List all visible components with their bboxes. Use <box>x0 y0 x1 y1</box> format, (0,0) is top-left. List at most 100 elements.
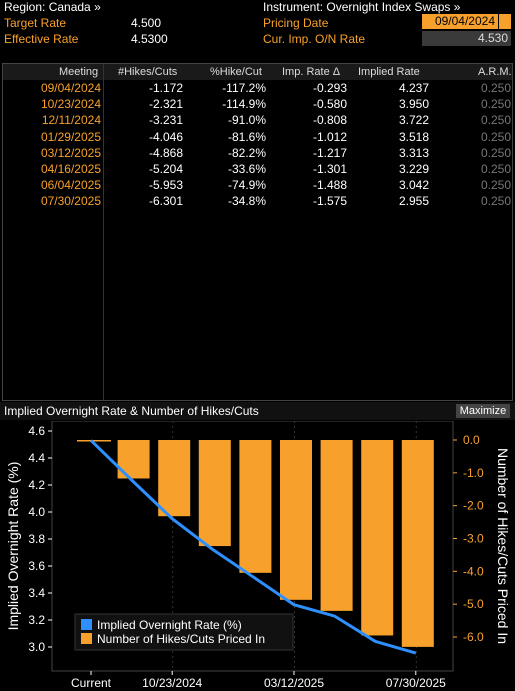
table-cell: 3.229 <box>398 162 429 176</box>
meeting-date-cell: 06/04/2025 <box>40 178 101 193</box>
right-tick-label: -2.0 <box>463 499 484 513</box>
meeting-date-cell: 01/29/2025 <box>40 129 101 144</box>
table-cell: -5.953 <box>148 178 183 193</box>
table-cell: -33.6% <box>227 162 266 176</box>
hikes-bar <box>280 440 312 600</box>
table-cell: 3.313 <box>398 145 429 160</box>
rate-chart: 4.6 4.4 4.2 4.0 3.8 3.6 3.4 3.2 3.0 0.0 -1.0 -2.0 -… <box>5 421 511 690</box>
instrument-selector[interactable]: Instrument: Overnight Index Swaps » <box>263 0 461 14</box>
y-axis-right-label: Number of Hikes/Cuts Priced In <box>495 448 511 644</box>
x-tick-label: 03/12/2025 <box>264 676 324 690</box>
hikes-bar <box>198 440 231 547</box>
table-cell: 2.955 <box>398 194 429 209</box>
chart-legend: Implied Overnight Rate (%) Number of Hik… <box>74 613 294 651</box>
table-cell: 4.237 <box>398 81 429 95</box>
col-header-arm[interactable]: A.R.M. <box>478 66 512 78</box>
cur-imp-label: Cur. Imp. O/N Rate <box>263 32 366 46</box>
table-cell: -5.204 <box>148 162 183 176</box>
right-axis-ticks: 0.0 -1.0 -2.0 -3.0 -4.0 -5.0 -6.0 <box>453 433 484 644</box>
right-tick-label: -5.0 <box>463 597 484 611</box>
table-cell: -114.9% <box>222 97 266 112</box>
table-cell: 0.250 <box>480 129 511 144</box>
target-rate-label: Target Rate <box>4 16 67 30</box>
right-tick-label: -6.0 <box>463 630 484 644</box>
col-header-hikes-cuts[interactable]: #Hikes/Cuts <box>118 66 178 78</box>
chart-title: Implied Overnight Rate & Number of Hikes… <box>4 404 259 418</box>
meeting-date-cell: 03/12/2025 <box>40 145 101 160</box>
meeting-date-cell: 04/16/2025 <box>40 162 101 176</box>
col-header-implied-rate[interactable]: Implied Rate <box>358 66 420 78</box>
bars-group <box>77 440 434 647</box>
legend-swatch-hikes <box>81 633 92 644</box>
table-cell: -91.0% <box>227 113 266 128</box>
maximize-button[interactable]: Maximize <box>456 404 510 418</box>
table-cell: -1.172 <box>148 81 183 95</box>
left-axis-ticks: 4.6 4.4 4.2 4.0 3.8 3.6 3.4 3.2 3.0 <box>28 424 52 654</box>
table-cell: -1.217 <box>312 145 347 160</box>
table-cell: 3.722 <box>398 113 429 128</box>
target-rate-value: 4.500 <box>131 16 162 30</box>
hikes-bar <box>320 440 353 611</box>
meetings-table: Meeting #Hikes/Cuts %Hike/Cut Imp. Rate … <box>2 63 513 401</box>
col-header-pct-hike-cut[interactable]: %Hike/Cut <box>210 66 262 78</box>
chart-title-bar <box>0 402 515 420</box>
table-cell: -82.2% <box>227 145 266 160</box>
effective-rate-value: 4.5300 <box>131 32 168 46</box>
table-cell: -1.012 <box>312 129 347 144</box>
table-cell: 0.250 <box>480 178 511 193</box>
table-cell: -1.488 <box>312 178 347 193</box>
right-tick-label: 0.0 <box>463 433 480 447</box>
col-header-imp-rate-delta[interactable]: Imp. Rate Δ <box>282 66 341 78</box>
table-cell: 0.250 <box>480 162 511 176</box>
x-axis-ticks: Current 10/23/2024 03/12/2025 07/30/2025 <box>71 671 446 690</box>
table-cell: 3.950 <box>398 97 429 112</box>
table-cell: -2.321 <box>148 97 183 112</box>
table-cell: 0.250 <box>480 113 511 128</box>
region-selector[interactable]: Region: Canada » <box>4 0 101 14</box>
left-tick-label: 4.2 <box>28 478 45 492</box>
hikes-bar <box>239 440 272 573</box>
cur-imp-rate-field: 4.530 <box>422 31 511 46</box>
left-tick-label: 3.4 <box>28 586 45 600</box>
meeting-date-cell: 12/11/2024 <box>41 113 101 128</box>
table-cell: -34.8% <box>227 194 266 209</box>
pricing-date-label: Pricing Date <box>263 16 329 30</box>
y-axis-left-label: Implied Overnight Rate (%) <box>5 462 21 631</box>
table-cell: -81.6% <box>227 129 266 144</box>
hikes-bar <box>361 440 394 636</box>
table-cell: -1.301 <box>312 162 347 176</box>
table-cell: -0.580 <box>312 97 347 112</box>
calendar-dropdown-icon[interactable] <box>499 14 511 29</box>
table-cell: -1.575 <box>312 194 347 209</box>
meeting-date-cell: 10/23/2024 <box>40 97 101 112</box>
table-cell: 3.042 <box>398 178 429 193</box>
implied-rate-line <box>89 439 417 655</box>
x-tick-label: 10/23/2024 <box>142 676 202 690</box>
table-cell: 3.518 <box>398 129 429 144</box>
col-header-meeting[interactable]: Meeting <box>59 66 99 78</box>
column-divider <box>103 64 104 400</box>
table-cell: 0.250 <box>480 81 511 95</box>
table-cell: 0.250 <box>480 194 511 209</box>
right-tick-label: -3.0 <box>463 532 484 546</box>
pricing-date-input[interactable]: 09/04/2024 <box>422 14 498 29</box>
left-tick-label: 3.6 <box>28 559 45 573</box>
left-tick-label: 3.0 <box>28 640 45 654</box>
meeting-date-cell: 07/30/2025 <box>40 194 101 209</box>
table-cell: -0.808 <box>312 113 347 128</box>
effective-rate-label: Effective Rate <box>4 32 79 46</box>
meeting-date-cell: 09/04/2024 <box>40 81 101 95</box>
left-tick-label: 3.2 <box>28 613 45 627</box>
x-tick-label: Current <box>71 676 112 690</box>
x-tick-label: 07/30/2025 <box>386 676 446 690</box>
legend-swatch-rate <box>81 619 92 630</box>
table-cell: -4.868 <box>148 145 183 160</box>
left-tick-label: 4.6 <box>28 424 45 438</box>
table-cell: -4.046 <box>148 129 183 144</box>
table-header-row <box>3 64 512 80</box>
table-cell: -6.301 <box>148 194 183 209</box>
table-cell: -117.2% <box>222 81 266 95</box>
right-tick-label: -4.0 <box>463 564 484 578</box>
table-cell: -74.9% <box>227 178 266 193</box>
right-tick-label: -1.0 <box>463 466 484 480</box>
